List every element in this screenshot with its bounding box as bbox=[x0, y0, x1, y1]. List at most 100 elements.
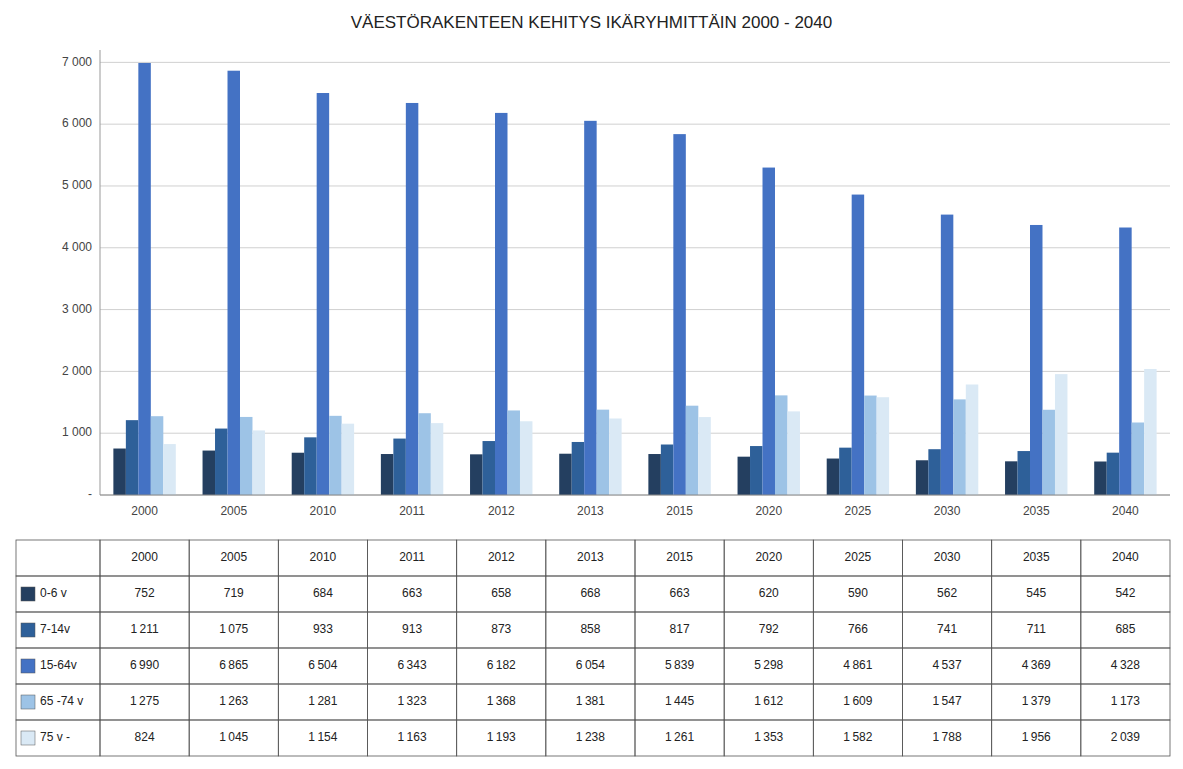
chart: VÄESTÖRAKENTEEN KEHITYS IKÄRYHMITTÄIN 20… bbox=[0, 0, 1183, 769]
table-value: 1 261 bbox=[665, 730, 694, 744]
bar bbox=[698, 417, 710, 495]
table-header: 2011 bbox=[399, 550, 425, 564]
bar bbox=[1018, 451, 1030, 495]
table-cell bbox=[813, 720, 902, 756]
bar bbox=[418, 413, 430, 495]
legend-label: 75 v - bbox=[40, 730, 70, 744]
table-cell bbox=[992, 648, 1081, 684]
table-cell bbox=[100, 540, 189, 576]
bar bbox=[787, 411, 799, 495]
table-value: 858 bbox=[580, 622, 600, 636]
table-value: 2 039 bbox=[1111, 730, 1140, 744]
x-tick-label: 2005 bbox=[220, 504, 247, 518]
bars bbox=[113, 63, 1156, 495]
table-cell bbox=[100, 684, 189, 720]
table-value: 685 bbox=[1115, 622, 1135, 636]
table-header: 2012 bbox=[488, 550, 515, 564]
legend-swatch bbox=[21, 695, 35, 709]
bar bbox=[941, 215, 953, 495]
table-cell bbox=[635, 720, 724, 756]
table-cell bbox=[546, 648, 635, 684]
table-cell bbox=[903, 540, 992, 576]
grid-line bbox=[100, 185, 1170, 186]
table-cell bbox=[368, 576, 457, 612]
table-cell bbox=[724, 684, 813, 720]
table-value: 1 275 bbox=[130, 694, 159, 708]
bar bbox=[151, 416, 163, 495]
y-tick-label: 4 000 bbox=[62, 240, 92, 254]
y-tick-label: - bbox=[88, 487, 92, 501]
table-value: 1 281 bbox=[308, 694, 337, 708]
table-value: 6 504 bbox=[308, 658, 337, 672]
bar bbox=[507, 410, 519, 495]
table-cell bbox=[368, 684, 457, 720]
table-cell bbox=[368, 648, 457, 684]
legend-label: 7-14v bbox=[40, 622, 70, 636]
bar bbox=[520, 421, 532, 495]
x-tick-label: 2013 bbox=[577, 504, 604, 518]
table-cell bbox=[457, 612, 546, 648]
table-cell bbox=[457, 540, 546, 576]
table-cell bbox=[724, 576, 813, 612]
legend-swatch bbox=[21, 731, 35, 745]
table-value: 1 445 bbox=[665, 694, 694, 708]
bar bbox=[203, 451, 215, 495]
bar bbox=[406, 103, 418, 495]
background bbox=[0, 0, 1183, 769]
table-value: 933 bbox=[313, 622, 333, 636]
y-tick-label: 5 000 bbox=[62, 178, 92, 192]
bar bbox=[648, 454, 660, 495]
bar bbox=[864, 396, 876, 495]
table-cell bbox=[635, 612, 724, 648]
x-tick-label: 2040 bbox=[1112, 504, 1139, 518]
x-axis: 2000200520102011201220132015202020252030… bbox=[131, 504, 1139, 518]
table-value: 719 bbox=[224, 586, 244, 600]
table-header: 2000 bbox=[131, 550, 158, 564]
x-axis-line bbox=[100, 495, 1170, 496]
x-tick-label: 2035 bbox=[1023, 504, 1050, 518]
table-value: 913 bbox=[402, 622, 422, 636]
bar bbox=[916, 460, 928, 495]
bar bbox=[240, 417, 252, 495]
table-value: 1 238 bbox=[576, 730, 605, 744]
table-value: 4 328 bbox=[1111, 658, 1140, 672]
table-cell bbox=[546, 576, 635, 612]
legend-swatch bbox=[21, 623, 35, 637]
table-cell bbox=[1081, 612, 1170, 648]
y-tick-label: 2 000 bbox=[62, 364, 92, 378]
legend-swatch bbox=[21, 587, 35, 601]
bar bbox=[852, 195, 864, 495]
table-cell bbox=[903, 720, 992, 756]
table-value: 1 211 bbox=[130, 622, 159, 636]
table-cell bbox=[903, 612, 992, 648]
table-cell bbox=[100, 612, 189, 648]
bar bbox=[470, 454, 482, 495]
bar bbox=[252, 430, 264, 495]
table-cell bbox=[457, 648, 546, 684]
table-value: 817 bbox=[670, 622, 690, 636]
table-cell bbox=[278, 648, 367, 684]
bar bbox=[1030, 225, 1042, 495]
bar bbox=[215, 429, 227, 495]
bar bbox=[827, 459, 839, 495]
bar bbox=[686, 406, 698, 495]
y-axis: -1 0002 0003 0004 0005 0006 0007 000 bbox=[62, 55, 1170, 502]
table-cell bbox=[1081, 720, 1170, 756]
table-value: 1 381 bbox=[576, 694, 605, 708]
y-tick-label: 6 000 bbox=[62, 116, 92, 130]
bar bbox=[1119, 228, 1131, 495]
table-value: 741 bbox=[937, 622, 957, 636]
table-cell bbox=[992, 540, 1081, 576]
table-cell bbox=[189, 540, 278, 576]
bar bbox=[839, 448, 851, 495]
table-value: 1 788 bbox=[933, 730, 962, 744]
data-table: 2000200520102011201220132015202020252030… bbox=[16, 540, 1170, 756]
table-cell bbox=[278, 540, 367, 576]
bar bbox=[953, 399, 965, 495]
table-value: 1 045 bbox=[219, 730, 248, 744]
bar bbox=[1042, 410, 1054, 495]
table-value: 668 bbox=[580, 586, 600, 600]
bar bbox=[1055, 374, 1067, 495]
bar bbox=[113, 449, 125, 495]
grid-line bbox=[100, 371, 1170, 372]
